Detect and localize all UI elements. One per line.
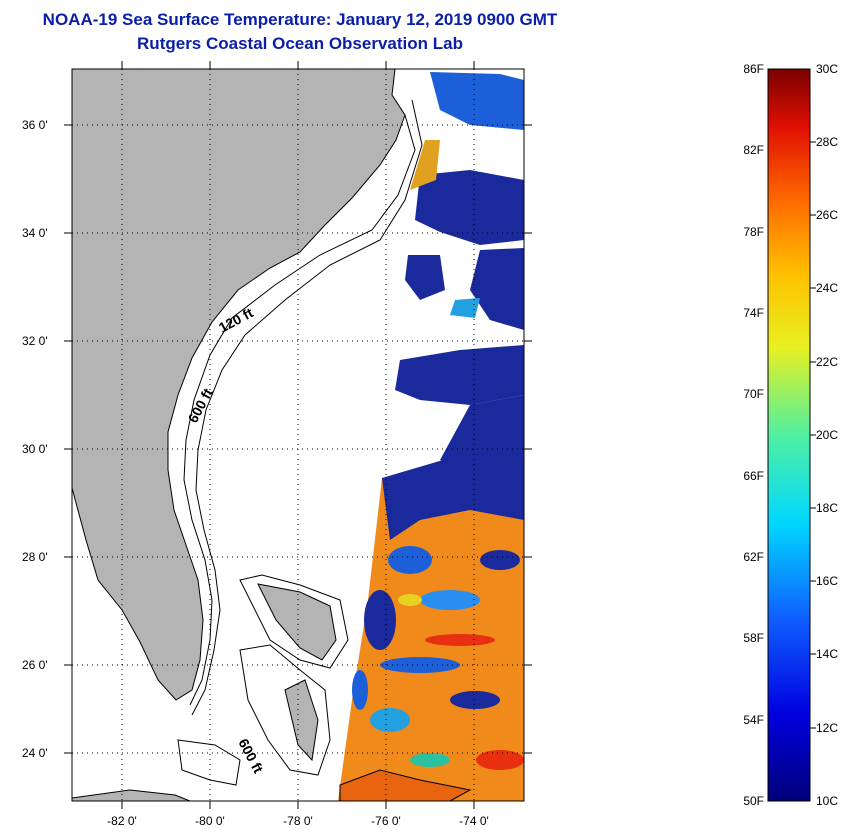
lon-label: -76 0' <box>371 814 401 828</box>
lat-label: 24 0' <box>22 746 48 760</box>
bank-contour-1 <box>239 574 349 669</box>
colorbar-c-label: 16C <box>816 574 839 588</box>
colorbar-gradient <box>767 68 811 802</box>
colorbar-c-label: 12C <box>816 721 839 735</box>
lon-label: -82 0' <box>107 814 137 828</box>
colorbar-c-label: 14C <box>816 647 839 661</box>
colorbar-f-label: 70F <box>743 387 764 401</box>
lat-label: 28 0' <box>22 550 48 564</box>
colorbar-f-label: 66F <box>743 469 764 483</box>
axis-ticks <box>64 61 532 809</box>
colorbar-f-label: 86F <box>743 62 764 76</box>
mainland-land <box>72 69 406 701</box>
lat-label: 36 0' <box>22 118 48 132</box>
bahamas-island <box>257 583 337 661</box>
colorbar-f-label: 74F <box>743 306 764 320</box>
southern-islands <box>339 769 472 801</box>
colorbar-c-label: 24C <box>816 281 839 295</box>
colorbar-c-label: 28C <box>816 135 839 149</box>
andros-island <box>284 679 319 762</box>
colorbar-f-label: 82F <box>743 143 764 157</box>
sst-data-swath <box>338 72 524 801</box>
bank-contour-3 <box>177 739 241 786</box>
colorbar-f-label: 54F <box>743 713 764 727</box>
colorbar-c-label: 30C <box>816 62 839 76</box>
cuba-land <box>72 789 191 801</box>
lon-label: -80 0' <box>195 814 225 828</box>
colorbar-f-label: 78F <box>743 225 764 239</box>
lat-label: 32 0' <box>22 334 48 348</box>
lat-label: 30 0' <box>22 442 48 456</box>
colorbar-c-label: 18C <box>816 501 839 515</box>
lat-label: 26 0' <box>22 658 48 672</box>
bank-contour-2 <box>239 644 331 776</box>
lat-label: 34 0' <box>22 226 48 240</box>
colorbar-c-label: 22C <box>816 355 839 369</box>
map-subtitle: Rutgers Coastal Ocean Observation Lab <box>137 34 463 53</box>
lon-label: -74 0' <box>459 814 489 828</box>
map-title: NOAA-19 Sea Surface Temperature: January… <box>42 10 558 29</box>
contour-600ft <box>191 99 423 716</box>
lon-label: -78 0' <box>283 814 313 828</box>
colorbar-ticks <box>810 141 816 729</box>
colorbar-f-label: 50F <box>743 794 764 808</box>
map-grid <box>72 69 524 801</box>
colorbar-c-label: 26C <box>816 208 839 222</box>
colorbar-c-label: 20C <box>816 428 839 442</box>
colorbar-f-label: 62F <box>743 550 764 564</box>
colorbar-c-label: 10C <box>816 794 839 808</box>
contour-120ft <box>183 114 416 706</box>
colorbar-f-label: 58F <box>743 631 764 645</box>
